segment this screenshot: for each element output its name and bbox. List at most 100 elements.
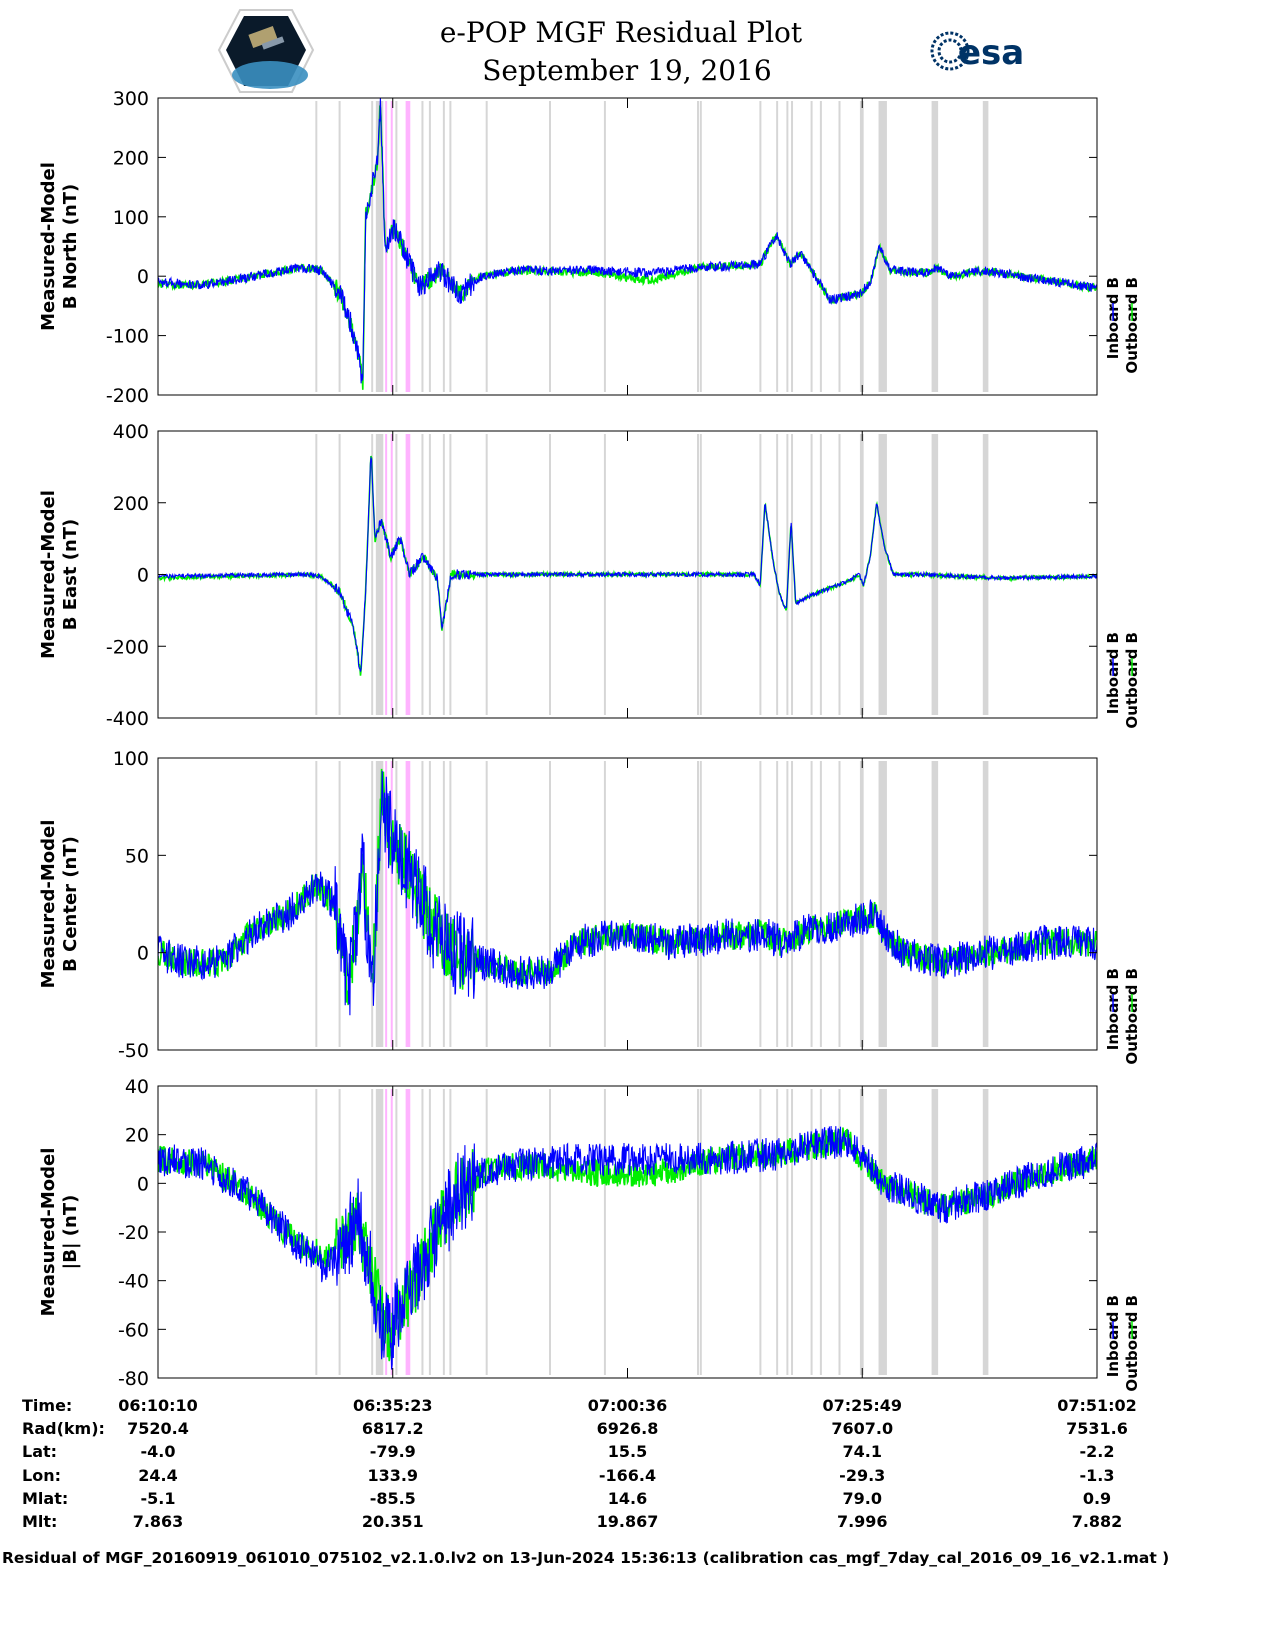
- gray-event-band: [982, 101, 989, 392]
- gray-event-band: [371, 761, 374, 1047]
- outboard-b-line: [158, 105, 1097, 390]
- row-value: -2.2: [1080, 1442, 1115, 1461]
- gray-event-band: [603, 761, 606, 1047]
- y-tick-label: -40: [118, 1271, 149, 1293]
- row-value: 19.867: [597, 1512, 659, 1531]
- gray-event-band: [548, 761, 551, 1047]
- row-value: -79.9: [370, 1442, 416, 1461]
- row-value: 74.1: [843, 1442, 882, 1461]
- y-tick-label: -200: [106, 385, 149, 407]
- inboard-b-line: [158, 98, 1097, 384]
- y-tick-label: 40: [125, 1076, 149, 1098]
- gray-event-band: [859, 434, 864, 715]
- pink-event-band: [385, 1089, 388, 1375]
- plot-date: September 19, 2016: [482, 54, 772, 87]
- gray-event-band: [786, 434, 789, 715]
- gray-event-band: [442, 434, 445, 715]
- gray-event-band: [421, 101, 424, 392]
- row-value: 15.5: [608, 1442, 647, 1461]
- gray-event-band: [697, 761, 700, 1047]
- gray-event-band: [776, 101, 779, 392]
- gray-event-band: [697, 101, 700, 392]
- gray-event-band: [442, 761, 445, 1047]
- row-value: 6817.2: [362, 1419, 424, 1438]
- legend: Inboard B Outboard B: [1104, 632, 1141, 729]
- gray-event-band: [791, 1089, 794, 1375]
- row-value: 133.9: [367, 1466, 418, 1485]
- gray-event-band: [699, 761, 702, 1047]
- gray-event-band: [395, 761, 398, 1047]
- gray-event-band: [791, 101, 794, 392]
- table-row: Lat: -4.0 -79.9 15.5 74.1 -2.2: [22, 1442, 1114, 1461]
- gray-event-band: [819, 434, 822, 715]
- table-row: Time: 06:10:10 06:35:23 07:00:36 07:25:49 07:…: [22, 1396, 1137, 1415]
- row-value: -85.5: [370, 1489, 416, 1508]
- row-value: 0.9: [1083, 1489, 1111, 1508]
- pink-event-band: [390, 761, 393, 1047]
- gray-event-band: [449, 761, 452, 1047]
- gray-event-band: [810, 761, 813, 1047]
- gray-event-band: [428, 101, 431, 392]
- gray-event-band: [338, 101, 341, 392]
- gray-event-band: [810, 101, 813, 392]
- gray-event-band: [810, 434, 813, 715]
- gray-event-band: [375, 101, 384, 392]
- gray-event-band: [838, 434, 841, 715]
- gray-event-band: [338, 434, 341, 715]
- y-tick-label: 400: [113, 421, 149, 443]
- row-value: 07:25:49: [822, 1396, 902, 1415]
- legend: Inboard B Outboard B: [1104, 277, 1141, 374]
- y-tick-label: 300: [113, 88, 149, 110]
- gray-event-band: [791, 761, 794, 1047]
- gray-event-band: [449, 101, 452, 392]
- legend-outboard-label: Outboard B: [1123, 1295, 1141, 1392]
- gray-event-band: [375, 761, 384, 1047]
- gray-event-band: [548, 101, 551, 392]
- pink-event-band: [390, 1089, 393, 1375]
- gray-event-band: [442, 1089, 445, 1375]
- y-tick-label: -20: [118, 1222, 149, 1244]
- gray-event-band: [859, 101, 864, 392]
- row-value: 07:00:36: [588, 1396, 668, 1415]
- gray-event-band: [428, 434, 431, 715]
- gray-event-band: [982, 1089, 989, 1375]
- gray-event-band: [859, 761, 864, 1047]
- gray-event-band: [819, 101, 822, 392]
- gray-event-band: [699, 1089, 702, 1375]
- y-tick-label: 100: [113, 748, 149, 770]
- row-value: 7.882: [1072, 1512, 1123, 1531]
- gray-event-band: [776, 1089, 779, 1375]
- legend-outboard-label: Outboard B: [1123, 632, 1141, 729]
- y-tick-label: 200: [113, 493, 149, 515]
- gray-event-band: [371, 434, 374, 715]
- gray-event-band: [421, 1089, 424, 1375]
- table-row: Rad(km): 7520.4 6817.2 6926.8 7607.0 7531.6: [22, 1419, 1128, 1438]
- outboard-b-line: [158, 768, 1097, 1006]
- gray-event-band: [878, 101, 887, 392]
- event-bands: [315, 1089, 989, 1375]
- y-axis-label: Measured-Model|B| (nT): [38, 1148, 81, 1317]
- gray-event-band: [931, 1089, 939, 1375]
- gray-event-band: [759, 101, 762, 392]
- row-label: Mlt:: [22, 1512, 57, 1531]
- y-tick-label: 0: [137, 266, 149, 288]
- row-value: 79.0: [843, 1489, 882, 1508]
- row-value: -4.0: [141, 1442, 176, 1461]
- row-value: 24.4: [138, 1466, 177, 1485]
- gray-event-band: [603, 1089, 606, 1375]
- row-value: 06:35:23: [353, 1396, 433, 1415]
- row-value: 7520.4: [127, 1419, 189, 1438]
- row-value: -1.3: [1080, 1466, 1115, 1485]
- gray-event-band: [548, 1089, 551, 1375]
- gray-event-band: [878, 434, 887, 715]
- gray-event-band: [371, 101, 374, 392]
- row-value: -29.3: [839, 1466, 885, 1485]
- y-tick-label: -60: [118, 1319, 149, 1341]
- gray-event-band: [449, 1089, 452, 1375]
- gray-event-band: [878, 1089, 887, 1375]
- row-value: 7.863: [133, 1512, 184, 1531]
- gray-event-band: [791, 434, 794, 715]
- row-label: Rad(km):: [22, 1419, 105, 1438]
- pink-event-band: [390, 434, 393, 715]
